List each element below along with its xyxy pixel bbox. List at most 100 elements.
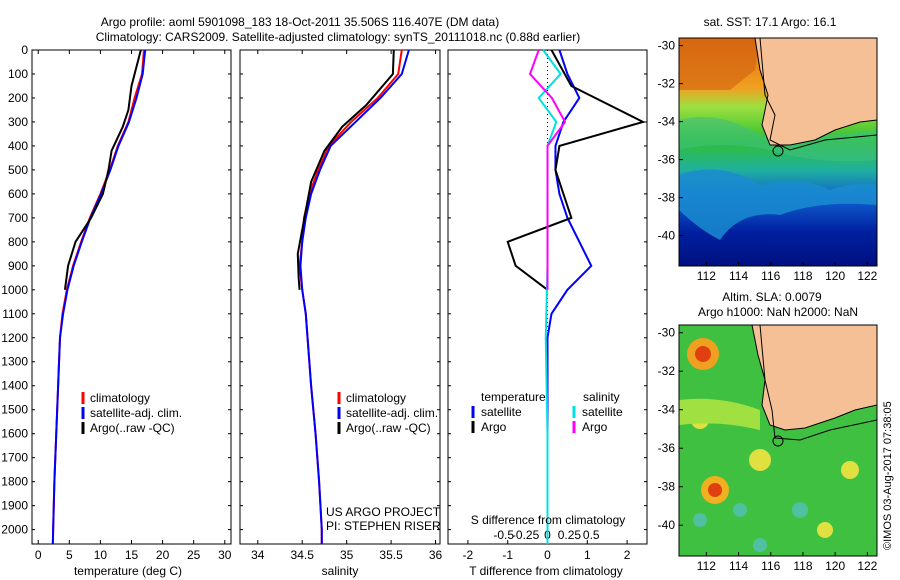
- diff-legend: temperature satellite Argo salinity sate…: [471, 390, 623, 434]
- map-ytick-label: -38: [658, 191, 676, 205]
- x-tick-label: 35.5: [379, 548, 403, 562]
- map-ytick-label: -34: [658, 403, 676, 417]
- depth-axis: 0 100 200 300 400 500 600 700 800 900 1000 1100 1200…: [1, 43, 647, 537]
- sal-note1: US ARGO PROJECT: [326, 505, 441, 519]
- x-tick-label: 25: [187, 548, 201, 562]
- header-line1: Argo profile: aoml 5901098_183 18-Oct-20…: [101, 15, 499, 29]
- map-ytick-label: -34: [658, 115, 676, 129]
- depth-tick-label: 500: [8, 163, 28, 177]
- depth-tick-label: 800: [8, 235, 28, 249]
- temperature-panel: 0 5 10 15 20 25 30: [31, 49, 232, 562]
- map-ytick-label: -36: [658, 153, 676, 167]
- diff-series-1: [506, 49, 646, 291]
- sal-xlabel: salinity: [322, 564, 359, 578]
- depth-tick-label: 1200: [1, 331, 28, 345]
- sal-legend-clim: climatology: [346, 391, 406, 405]
- x-tick-label: 35: [340, 548, 354, 562]
- s-tick-label: -0.5: [493, 528, 514, 542]
- header-line2: Climatology: CARS2009. Satellite-adjuste…: [96, 30, 580, 44]
- diff-legend-sal-sat: satellite: [582, 405, 623, 419]
- map-xtick-label: 112: [697, 269, 716, 283]
- series-line-1: [51, 49, 147, 545]
- series-line-2: [63, 49, 142, 290]
- map2-title1: Altim. SLA: 0.0079: [722, 290, 822, 304]
- depth-tick-label: 1100: [2, 307, 28, 321]
- series-line-1: [299, 49, 410, 544]
- x-tick-label: -2: [463, 548, 474, 562]
- map-ytick-label: -40: [658, 518, 676, 532]
- map-xtick-label: 118: [793, 559, 812, 573]
- depth-tick-label: 900: [8, 259, 28, 273]
- diff-series-3: [528, 49, 567, 290]
- depth-tick-label: 600: [8, 187, 28, 201]
- map-xtick-label: 122: [857, 559, 877, 573]
- map-xtick-label: 116: [761, 559, 780, 573]
- diff-series-0: [546, 49, 593, 544]
- series-line-2: [296, 49, 395, 290]
- x-tick-label: 1: [584, 548, 591, 562]
- s-tick-label: -0.25: [512, 528, 540, 542]
- map-xtick-label: 120: [825, 269, 845, 283]
- sal-note2: PI: STEPHEN RISER: [326, 519, 441, 533]
- map-xtick-label: 120: [825, 559, 845, 573]
- map2-title2: Argo h1000: NaN h2000: NaN: [698, 305, 858, 319]
- depth-tick-label: 700: [8, 211, 28, 225]
- depth-tick-label: 1900: [1, 499, 28, 513]
- temp-legend-sat: satellite-adj. clim.: [90, 406, 182, 420]
- x-tick-label: 2: [624, 548, 631, 562]
- x-tick-label: 34.5: [291, 548, 315, 562]
- temp-xlabel: temperature (deg C): [74, 564, 182, 578]
- sal-legend-sat: satellite-adj. clim.: [346, 406, 438, 420]
- x-tick-label: 5: [66, 548, 73, 562]
- depth-tick-label: 0: [21, 43, 28, 57]
- diff-legend-temp-sat: satellite: [481, 405, 522, 419]
- depth-tick-label: 300: [8, 115, 28, 129]
- depth-tick-label: 1800: [1, 475, 28, 489]
- map2-axes: -30 -32 -34 -36 -38 -40 112 114 116 118 120 122: [658, 326, 878, 573]
- map-ytick-label: -32: [658, 77, 676, 91]
- diff-legend-temp-argo: Argo: [481, 420, 507, 434]
- x-tick-label: 10: [94, 548, 108, 562]
- map-xtick-label: 116: [761, 269, 780, 283]
- diff-legend-sal-argo: Argo: [582, 420, 608, 434]
- x-tick-label: -1: [502, 548, 513, 562]
- s-tick-label: 0.5: [583, 528, 600, 542]
- salinity-panel: 34 34.5 35 35.5 36: [239, 49, 443, 562]
- diff-legend-temp-title: temperature: [481, 390, 546, 404]
- sst-map: [679, 38, 877, 266]
- map-xtick-label: 114: [729, 559, 748, 573]
- temp-legend-clim: climatology: [90, 391, 150, 405]
- map-ytick-label: -38: [658, 480, 676, 494]
- sal-legend-argo: Argo(..raw -QC): [346, 421, 431, 435]
- diff-legend-sal-title: salinity: [583, 390, 620, 404]
- temp-legend-argo: Argo(..raw -QC): [90, 421, 175, 435]
- map-ytick-label: -32: [658, 364, 676, 378]
- x-tick-label: 15: [125, 548, 139, 562]
- diff-series-2: [537, 49, 562, 544]
- x-tick-label: 36: [429, 548, 443, 562]
- map-xtick-label: 112: [697, 559, 716, 573]
- map-xtick-label: 118: [793, 269, 812, 283]
- map-ytick-label: -40: [658, 229, 676, 243]
- x-tick-label: 0: [35, 548, 42, 562]
- diff-top-label: S difference from climatology: [471, 513, 626, 527]
- map-ytick-label: -30: [658, 326, 676, 340]
- map-xtick-label: 114: [729, 269, 748, 283]
- map1-title: sat. SST: 17.1 Argo: 16.1: [704, 15, 837, 29]
- depth-tick-label: 100: [8, 67, 28, 81]
- depth-tick-label: 1500: [1, 403, 28, 417]
- sla-map: [679, 325, 877, 556]
- x-tick-label: 30: [218, 548, 232, 562]
- sal-legend: climatology satellite-adj. clim. Argo(..…: [326, 391, 441, 533]
- map-ytick-label: -30: [658, 39, 676, 53]
- credit: ©IMOS 03-Aug-2017 07:38:05: [882, 401, 894, 550]
- depth-tick-label: 400: [8, 139, 28, 153]
- depth-tick-label: 2000: [1, 523, 28, 537]
- depth-tick-label: 200: [8, 91, 28, 105]
- map-ytick-label: -36: [658, 441, 676, 455]
- series-line-0: [298, 49, 403, 544]
- x-tick-label: 34: [251, 548, 265, 562]
- depth-tick-label: 1000: [1, 283, 28, 297]
